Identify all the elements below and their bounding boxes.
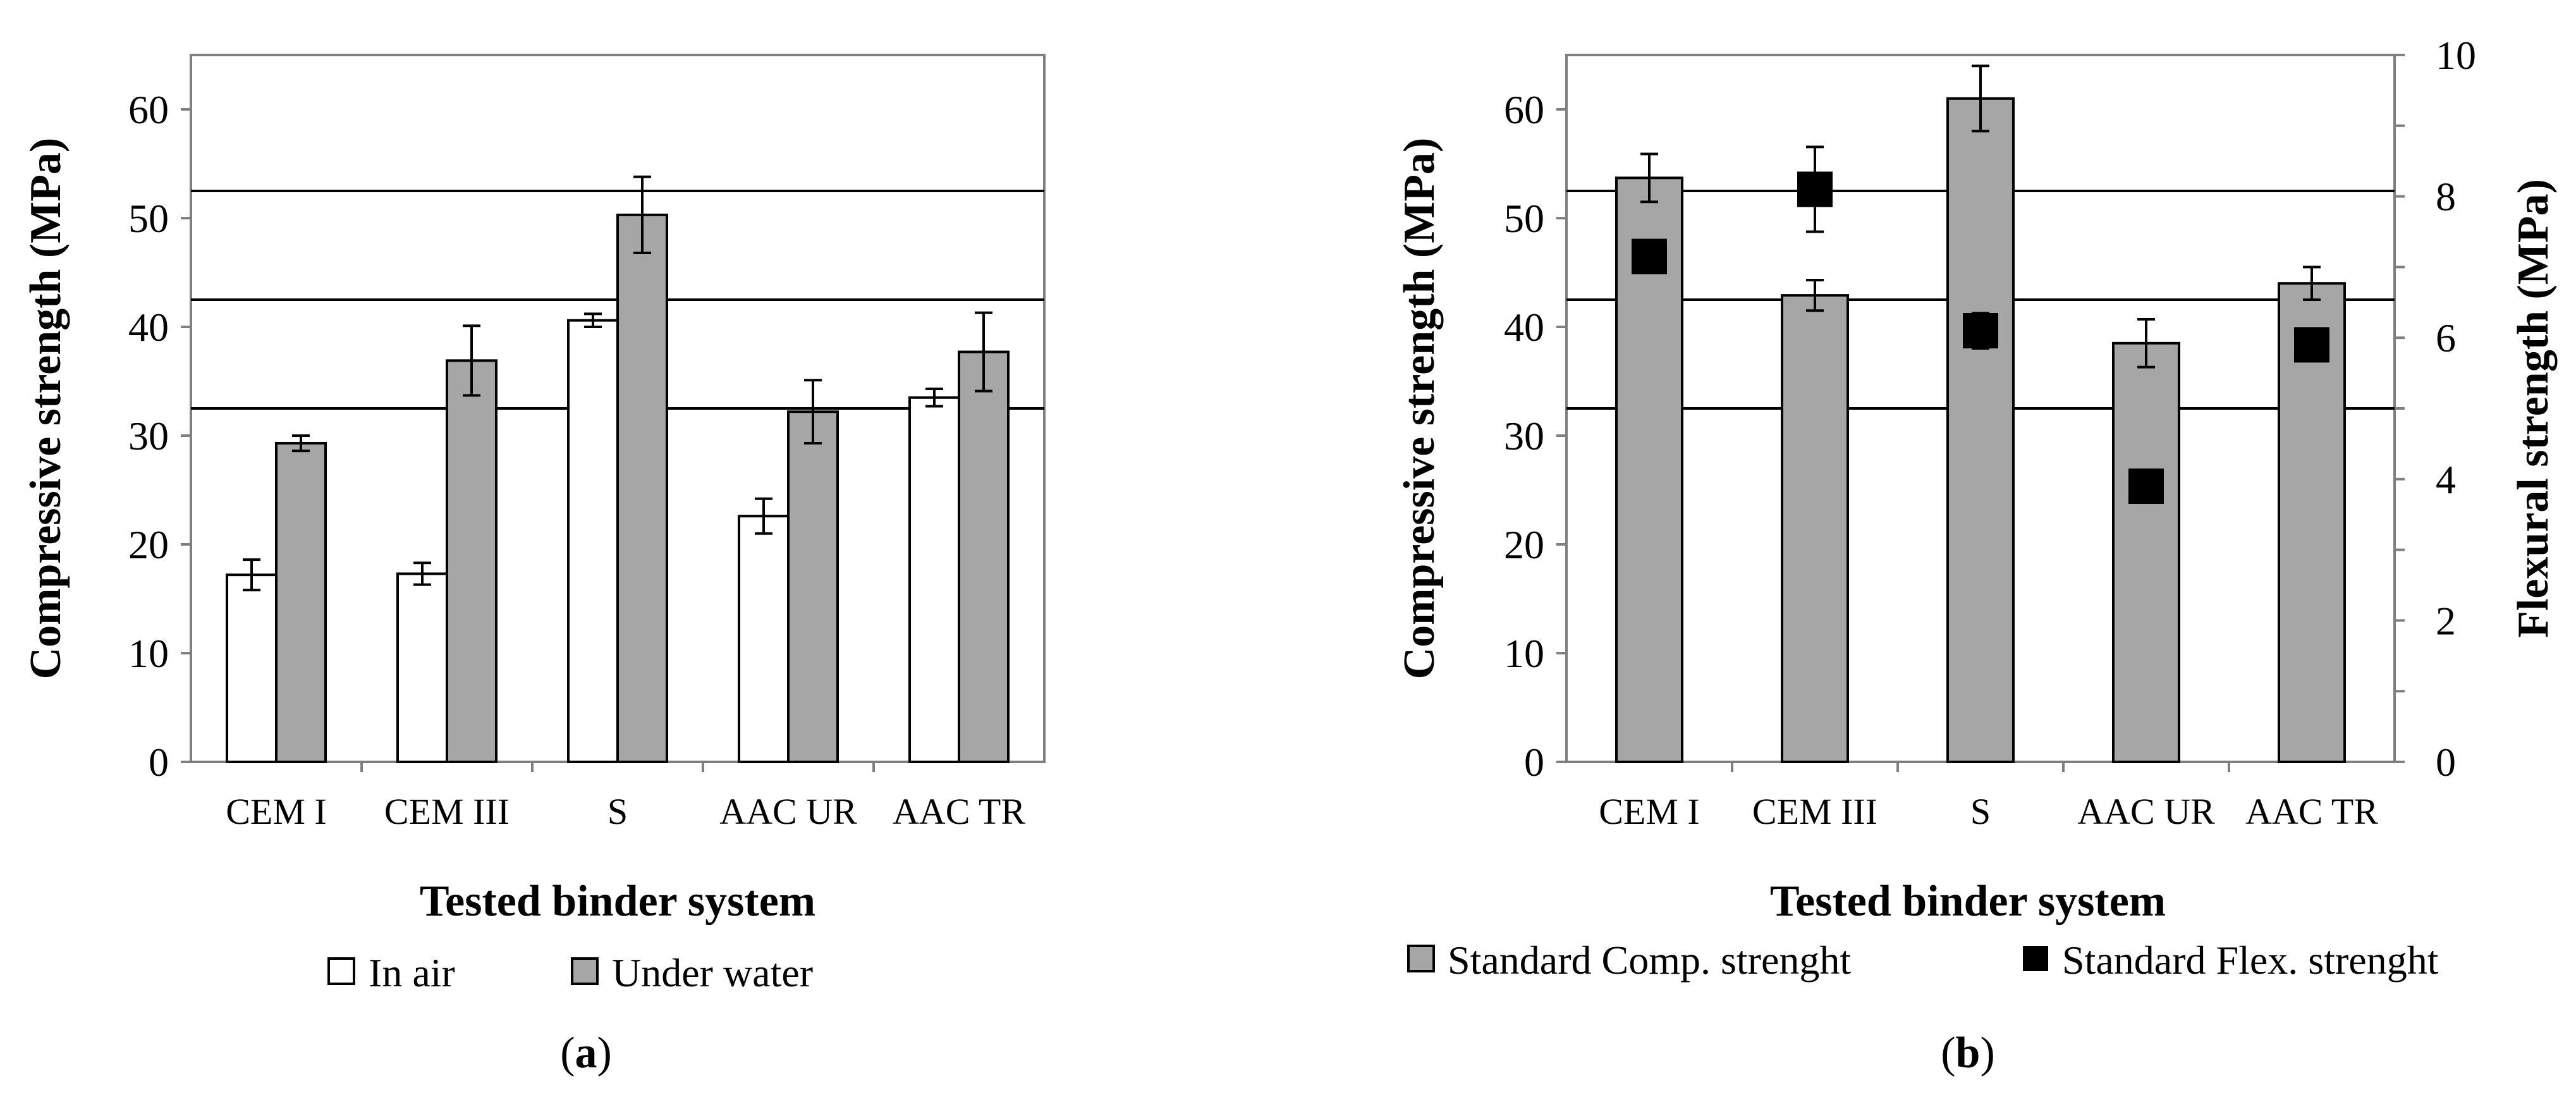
y-tick-label: 40 (1504, 305, 1544, 350)
bar (1946, 97, 2015, 763)
legend-swatch-in-air (327, 957, 355, 985)
x-axis-title: Tested binder system (1770, 877, 2166, 926)
bar (275, 442, 327, 763)
y-tick-label-right: 8 (2436, 175, 2456, 219)
legend: In air Under water (327, 950, 813, 995)
bar (787, 410, 839, 763)
bar (616, 213, 668, 763)
bar (396, 572, 448, 763)
panel-caption-a: (a) (560, 1029, 612, 1077)
y-tick-label-right: 6 (2436, 316, 2456, 360)
y-tick-label: 50 (128, 196, 169, 241)
x-tick-label: S (1970, 791, 1991, 832)
y-tick-label: 60 (128, 87, 169, 132)
bar (738, 515, 790, 764)
legend-swatch-under-water (571, 957, 599, 985)
bar (2112, 341, 2180, 763)
flexural-marker (1797, 171, 1833, 207)
caption-letter: b (1956, 1029, 1981, 1077)
caption-close-paren: ) (597, 1029, 612, 1077)
legend-swatch-flex-strength (2023, 946, 2048, 971)
y-tick-label: 20 (128, 522, 169, 567)
y-tick-label: 10 (1504, 631, 1544, 676)
y-tick-label-right: 10 (2436, 33, 2476, 78)
caption-open-paren: ( (1941, 1029, 1955, 1077)
bar (958, 350, 1010, 763)
flexural-marker (2128, 468, 2164, 504)
flexural-marker (2294, 327, 2329, 363)
flexural-marker (1632, 238, 1667, 274)
y-tick-label: 10 (128, 631, 169, 676)
y-tick-label: 0 (1524, 740, 1544, 785)
y-axis-title: Compressive strength (MPa) (21, 138, 70, 680)
legend-label-flex-strength: Standard Flex. strenght (2062, 938, 2439, 983)
x-tick-label: CEM III (1752, 791, 1877, 832)
x-tick-label: CEM I (226, 791, 327, 832)
x-tick-label: AAC UR (719, 791, 857, 832)
caption-close-paren: ) (1980, 1029, 1994, 1077)
legend-label-comp-strength: Standard Comp. strenght (1448, 938, 1851, 983)
y-tick-label: 20 (1504, 522, 1544, 567)
y-tick-label: 30 (128, 414, 169, 458)
bar (567, 319, 619, 763)
x-tick-label: AAC UR (2077, 791, 2215, 832)
chart-panel-b: 0 10 20 30 40 50 60 0 2 4 6 8 10 CEM I CEM III S AAC U… (1395, 33, 2558, 1077)
legend: Standard Comp. strenght Standard Flex. s… (1407, 938, 2439, 983)
y-tick-label-right: 0 (2436, 740, 2456, 785)
legend-label-under-water: Under water (612, 950, 813, 995)
y-tick-label-right: 4 (2436, 457, 2456, 502)
y-tick-label: 50 (1504, 196, 1544, 241)
legend-swatch-comp-strength (1407, 945, 1435, 972)
y-tick-label: 0 (149, 740, 169, 785)
bar (446, 359, 497, 763)
y-tick-label-right: 2 (2436, 598, 2456, 643)
caption-letter: a (575, 1029, 597, 1077)
caption-open-paren: ( (560, 1029, 575, 1077)
y-tick-label: 40 (128, 305, 169, 350)
x-tick-label: AAC TR (893, 791, 1025, 832)
bar (2278, 282, 2346, 763)
bar (908, 396, 960, 763)
x-tick-label: S (607, 791, 628, 832)
bar (226, 573, 278, 763)
x-tick-label: AAC TR (2245, 791, 2378, 832)
flexural-marker (1963, 313, 1998, 349)
y-axis-title: Compressive strength (MPa) (1395, 138, 1444, 680)
x-axis-title: Tested binder system (420, 877, 815, 926)
panel-caption-b: (b) (1941, 1029, 1995, 1077)
bar (1781, 294, 1849, 763)
y-axis-title-right: Flexural strength (MPa) (2509, 179, 2558, 638)
legend-label-in-air: In air (369, 950, 455, 995)
x-tick-label: CEM III (384, 791, 510, 832)
y-tick-label: 60 (1504, 87, 1544, 132)
bar (1615, 176, 1683, 763)
y-tick-label: 30 (1504, 414, 1544, 458)
x-tick-label: CEM I (1599, 791, 1700, 832)
